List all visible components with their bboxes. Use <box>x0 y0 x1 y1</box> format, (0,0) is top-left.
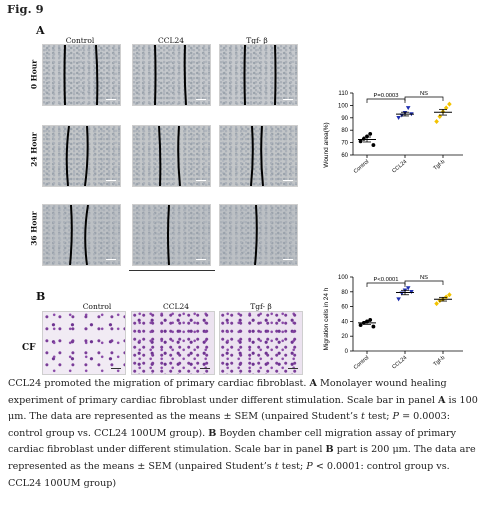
y-tick-label: 100 <box>338 275 349 281</box>
wound-image-ccl24-24h <box>132 125 211 187</box>
caption-text-6: Boyden chamber cell migration assay of p… <box>8 427 457 456</box>
boyden-image-control <box>42 311 126 375</box>
y-tick-label: 100 <box>338 103 349 109</box>
chart2-ylabel: Migration cells in 24 h <box>323 287 330 350</box>
data-point <box>371 143 376 147</box>
boyden-image-tgf <box>219 311 303 375</box>
data-point <box>405 106 411 111</box>
data-point <box>361 136 366 141</box>
significance-label: NS <box>420 91 428 97</box>
x-tick-label: Control <box>353 355 370 371</box>
caption-text-9: < 0.0001: control group vs. CCL24 100UM … <box>8 460 450 489</box>
panel-a-letter: A <box>36 24 45 37</box>
caption-a2: A <box>438 394 446 406</box>
caption-t-2: t <box>274 460 279 472</box>
panel-divider <box>129 270 215 271</box>
caption-t: t <box>361 411 365 423</box>
significance-bracket <box>404 280 444 285</box>
panel-a-row-24h: 24 Hour <box>29 132 39 167</box>
y-tick-label: 80 <box>341 290 348 296</box>
caption-b: B <box>208 427 217 439</box>
wound-image-tgf-36h <box>219 204 298 266</box>
x-tick-label: Tgf-b <box>433 355 447 368</box>
wound-image-tgf-24h <box>219 125 298 187</box>
data-point <box>358 323 363 327</box>
data-point <box>368 132 373 136</box>
x-tick-label: Tgf-b <box>433 159 447 172</box>
panel-b-col-ccl24: CCL24 <box>162 302 189 311</box>
panel-a-col-tgf: Tgf- β <box>246 36 268 45</box>
figure-caption: CCL24 promoted the migration of primary … <box>8 376 482 492</box>
y-tick-label: 110 <box>338 91 348 97</box>
significance-label: P<0.0001 <box>374 277 399 283</box>
x-tick-label: CCL24 <box>391 159 408 175</box>
data-point <box>409 290 414 294</box>
caption-b2: B <box>325 444 334 456</box>
chart1-ylabel: Wound area(%) <box>323 122 330 167</box>
boyden-image-ccl24 <box>131 311 215 375</box>
figure-label: Fig. 9 <box>7 2 44 16</box>
data-point <box>447 101 452 107</box>
caption-text-7: part is 200 μm. The data are represented… <box>8 444 476 472</box>
caption-p: P <box>392 411 400 423</box>
caption-p-2: P <box>306 460 313 472</box>
significance-label: NS <box>420 275 428 281</box>
panel-b-row-label: CF <box>22 343 36 353</box>
y-tick-label: 60 <box>341 153 348 159</box>
caption-text-2: Monolayer wound healing experiment of pr… <box>8 378 447 406</box>
significance-bracket <box>366 282 406 287</box>
y-tick-label: 70 <box>341 141 348 147</box>
data-point <box>396 297 401 302</box>
wound-area-chart: Wound area(%) 60 70 80 90 100 110 Control CCL24… <box>323 91 463 175</box>
data-point <box>447 292 452 298</box>
panel-b-col-control: Control <box>82 302 112 311</box>
wound-image-control-0h <box>42 44 121 106</box>
data-point <box>358 139 363 144</box>
data-point <box>396 116 401 120</box>
y-tick-label: 60 <box>341 305 348 311</box>
significance-bracket <box>404 96 444 101</box>
caption-text-8: test; <box>278 460 307 472</box>
x-tick-label: Control <box>353 159 370 175</box>
y-tick-label: 0 <box>345 349 349 355</box>
y-tick-label: 40 <box>341 319 348 325</box>
wound-image-control-24h <box>42 125 121 187</box>
panel-a-col-control: Control <box>65 36 95 45</box>
panel-a-row-36h: 36 Hour <box>29 211 39 246</box>
data-point <box>371 324 376 329</box>
caption-text-1: CCL24 promoted the migration of primary … <box>8 378 310 389</box>
panel-b-letter: B <box>36 290 46 303</box>
migration-cells-chart: Migration cells in 24 h 0 20 40 60 80 100 Cont… <box>323 275 463 371</box>
y-tick-label: 80 <box>341 128 348 134</box>
y-tick-label: 20 <box>341 334 348 340</box>
caption-text-5: = 0.0003: control group vs. CCL24 100UM … <box>8 411 450 439</box>
wound-image-ccl24-0h <box>132 44 211 106</box>
panel-a-col-ccl24: CCL24 <box>157 36 184 45</box>
panel-a-row-0h: 0 Hour <box>29 59 39 90</box>
caption-text-3: is 100 μm. The data are represented as t… <box>8 394 478 423</box>
panel-b-col-tgf: Tgf- β <box>250 302 272 311</box>
significance-label: P=0.0003 <box>374 93 399 99</box>
data-point <box>443 105 449 111</box>
data-point <box>368 318 373 322</box>
data-point <box>434 119 439 125</box>
caption-a: A <box>309 378 317 389</box>
wound-image-tgf-0h <box>219 44 298 106</box>
wound-image-control-36h <box>42 204 121 266</box>
data-point <box>434 301 439 307</box>
wound-image-ccl24-36h <box>132 204 211 266</box>
x-tick-label: CCL24 <box>391 355 408 371</box>
significance-bracket <box>366 98 406 103</box>
caption-text-4: test; <box>364 411 393 423</box>
data-point <box>405 286 411 291</box>
y-tick-label: 90 <box>341 116 348 122</box>
